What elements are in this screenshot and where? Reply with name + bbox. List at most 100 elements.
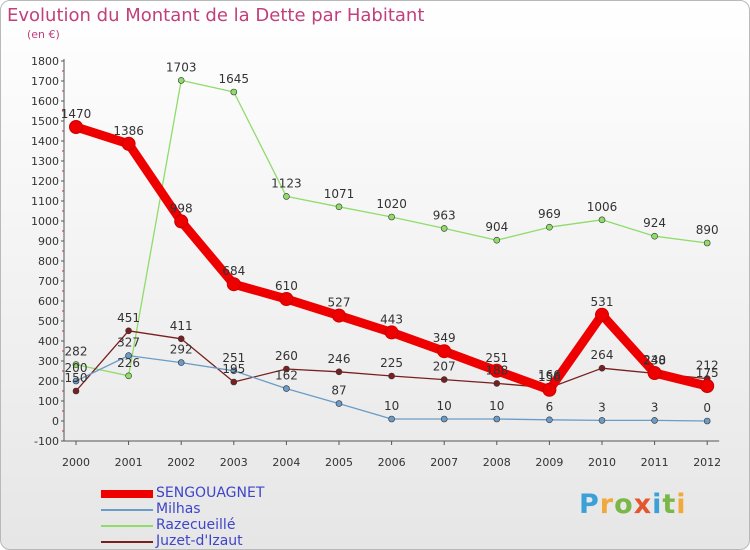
legend-item: Milhas <box>101 501 401 517</box>
data-point <box>72 361 80 368</box>
x-tick-label: 2002 <box>167 456 195 469</box>
data-label: 349 <box>433 331 456 345</box>
y-tick-label: -100 <box>34 435 59 448</box>
data-point <box>335 203 343 211</box>
logo-letter: P <box>579 489 600 520</box>
data-point <box>651 417 658 424</box>
y-tick-label: 300 <box>38 355 59 368</box>
legend-item: Razecueillé <box>101 517 401 533</box>
data-label: 963 <box>433 208 456 222</box>
data-label: 260 <box>275 349 298 363</box>
data-point <box>440 415 448 423</box>
y-tick-label: 1200 <box>31 175 59 188</box>
x-tick-label: 2010 <box>588 456 616 469</box>
data-point <box>177 77 185 84</box>
data-label: 890 <box>696 223 719 237</box>
data-point <box>388 372 395 380</box>
data-label: 251 <box>485 351 508 365</box>
data-point <box>651 232 658 240</box>
data-label: 251 <box>222 351 245 365</box>
logo-letter: i <box>676 489 687 520</box>
logo-letter: x <box>633 489 653 520</box>
data-label: 175 <box>696 366 719 380</box>
x-tick-label: 2004 <box>272 456 300 469</box>
x-tick-label: 2003 <box>220 456 248 469</box>
y-tick-label: 100 <box>38 395 59 408</box>
data-label: 527 <box>328 296 351 310</box>
data-label: 87 <box>331 384 346 398</box>
y-tick-label: 1100 <box>31 195 59 208</box>
legend-label: SENGOUAGNET <box>156 485 265 501</box>
x-tick-label: 2000 <box>62 456 90 469</box>
y-tick-label: 600 <box>38 295 59 308</box>
data-point <box>703 417 711 425</box>
data-label: 6 <box>546 400 554 414</box>
logo-letter: t <box>662 489 677 520</box>
legend-label: Razecueillé <box>156 517 236 533</box>
y-tick-label: 1600 <box>31 95 59 108</box>
data-point <box>598 216 606 224</box>
proxiti-logo: Proxiti <box>579 489 687 520</box>
data-label: 1470 <box>61 107 92 121</box>
data-label: 240 <box>643 353 666 367</box>
data-label: 195 <box>222 362 245 376</box>
data-point <box>283 385 290 392</box>
data-point <box>700 379 715 393</box>
data-label: 225 <box>380 356 403 370</box>
data-label: 226 <box>117 356 140 370</box>
data-label: 156 <box>538 370 561 384</box>
y-tick-label: 800 <box>38 255 59 268</box>
y-tick-label: 500 <box>38 315 59 328</box>
data-label: 166 <box>538 368 561 382</box>
data-label: 10 <box>384 399 399 413</box>
data-label: 684 <box>222 264 245 278</box>
data-point <box>542 382 557 397</box>
data-label: 292 <box>170 343 193 357</box>
legend-swatch <box>101 541 153 543</box>
data-point <box>230 378 238 386</box>
data-label: 264 <box>591 348 614 362</box>
data-point <box>177 335 185 343</box>
y-tick-label: 1800 <box>31 55 59 68</box>
data-point <box>598 417 606 424</box>
data-label: 162 <box>275 369 298 383</box>
data-label: 1386 <box>113 124 144 138</box>
data-label: 212 <box>696 359 719 373</box>
data-label: 443 <box>380 312 403 326</box>
data-label: 3 <box>651 400 659 414</box>
data-point <box>546 416 553 424</box>
data-point <box>595 307 609 322</box>
logo-letter: i <box>652 489 663 520</box>
series-razecueill- <box>72 77 711 380</box>
data-label: 1123 <box>271 176 302 190</box>
series-sengouagnet <box>69 120 715 397</box>
x-tick-label: 2001 <box>115 456 143 469</box>
data-label: 1006 <box>587 200 618 214</box>
data-point <box>72 387 80 395</box>
data-label: 238 <box>643 353 666 367</box>
data-point <box>174 214 189 229</box>
y-tick-label: 200 <box>38 375 59 388</box>
data-point <box>388 415 395 423</box>
data-point <box>177 359 185 366</box>
data-point <box>493 236 501 244</box>
x-tick-label: 2008 <box>483 456 511 469</box>
legend-item: SENGOUAGNET <box>101 485 401 501</box>
data-label: 10 <box>489 399 504 413</box>
data-point <box>440 376 448 383</box>
data-point <box>230 367 238 375</box>
data-label: 1703 <box>166 60 197 74</box>
data-label: 200 <box>65 361 88 375</box>
logo-letter: r <box>599 489 615 520</box>
legend-swatch <box>101 525 153 527</box>
data-point <box>125 352 132 359</box>
data-point <box>125 372 132 380</box>
y-tick-label: 1500 <box>31 115 59 128</box>
series-milhas <box>72 352 711 425</box>
data-label: 282 <box>65 345 88 359</box>
data-label: 411 <box>170 319 193 333</box>
data-label: 10 <box>437 399 452 413</box>
y-tick-label: 1700 <box>31 75 59 88</box>
data-point <box>72 377 80 385</box>
y-tick-label: 1300 <box>31 155 59 168</box>
